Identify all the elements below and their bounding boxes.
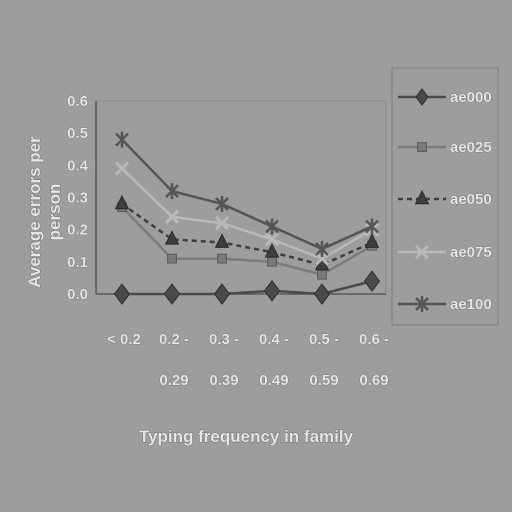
data-point (115, 131, 129, 148)
legend-item-ae000: ae000 (398, 88, 492, 106)
data-point (264, 243, 280, 258)
y-axis-title: Average errors per person (25, 136, 65, 289)
series-line (121, 167, 373, 260)
y-tick-label: 0.0 (67, 286, 88, 303)
series-ae000 (113, 270, 381, 305)
x-tick-label: < 0.2 (107, 331, 141, 348)
data-point (164, 230, 180, 245)
data-point (213, 283, 231, 305)
data-point (363, 270, 381, 292)
x-tick-label: 0.6 - (359, 331, 389, 348)
series-ae050 (114, 194, 380, 271)
x-tick-label: 0.4 - (259, 331, 289, 348)
legend-box (391, 67, 499, 326)
series-ae100 (115, 131, 379, 257)
legend-label: ae050 (450, 191, 492, 208)
legend-marker (415, 88, 429, 106)
series-line (121, 202, 373, 267)
x-tick-label-second-line: 0.29 (159, 372, 188, 389)
x-tick-label-second-line: 0.69 (359, 372, 388, 389)
legend-marker (417, 142, 427, 152)
legend-label: ae025 (450, 139, 492, 156)
data-point (114, 161, 130, 176)
series-layer (113, 131, 381, 305)
data-point (315, 240, 329, 257)
y-tick-label: 0.4 (67, 157, 89, 174)
x-axis-title: Typing frequency in family (139, 427, 354, 446)
data-point (214, 233, 230, 248)
data-point (163, 283, 181, 305)
data-point (215, 195, 229, 212)
legend-label: ae000 (450, 89, 492, 106)
x-tick-label-second-line: 0.49 (259, 372, 288, 389)
legend-label: ae075 (450, 244, 492, 261)
y-axis-title-line-2: person (45, 184, 64, 241)
x-tick-label: 0.3 - (209, 331, 239, 348)
data-point (113, 283, 131, 305)
data-point (217, 253, 227, 264)
legend-marker (415, 296, 429, 312)
y-tick-label: 0.1 (67, 254, 88, 271)
data-point (267, 256, 277, 267)
x-tick-label-second-line: 0.39 (209, 372, 238, 389)
series-line (122, 279, 373, 296)
y-tick-label: 0.2 (67, 222, 88, 239)
y-axis-title-line-1: Average errors per (25, 136, 44, 288)
data-point (164, 209, 180, 224)
legend-item-ae025: ae025 (398, 139, 492, 156)
legend: ae000 ae025 ae050 ae075 ae100 (398, 88, 492, 313)
series-ae075 (114, 161, 380, 266)
legend-item-ae075: ae075 (398, 244, 492, 261)
legend-marker (414, 244, 430, 260)
data-point (114, 194, 130, 210)
data-point (364, 233, 380, 248)
data-point (313, 283, 331, 305)
legend-item-ae050: ae050 (398, 189, 492, 208)
plot-area (95, 100, 387, 295)
data-point (365, 218, 379, 235)
legend-label: ae100 (450, 296, 492, 313)
series-line (121, 206, 373, 277)
x-tick-label-second-line: 0.59 (309, 372, 338, 389)
x-tick-labels: < 0.2 0.2 - 0.29 0.3 - 0.39 0.4 - 0.49 0.5 - 0.5… (107, 331, 390, 390)
data-point (167, 253, 177, 264)
y-tick-label: 0.6 (67, 93, 88, 110)
y-tick-label: 0.5 (67, 125, 88, 142)
data-point (264, 232, 280, 247)
legend-marker (414, 189, 430, 205)
x-tick-label: 0.2 - (159, 331, 189, 348)
data-point (263, 279, 281, 302)
data-point (265, 218, 279, 235)
data-point (317, 269, 327, 280)
y-tick-label: 0.3 (67, 190, 88, 207)
data-point (165, 183, 179, 200)
data-point (214, 216, 230, 231)
x-tick-label: 0.5 - (309, 331, 339, 348)
series-line (121, 138, 373, 251)
legend-item-ae100: ae100 (398, 296, 492, 313)
y-tick-labels: 0.0 0.1 0.2 0.3 0.4 0.5 0.6 (67, 93, 89, 304)
